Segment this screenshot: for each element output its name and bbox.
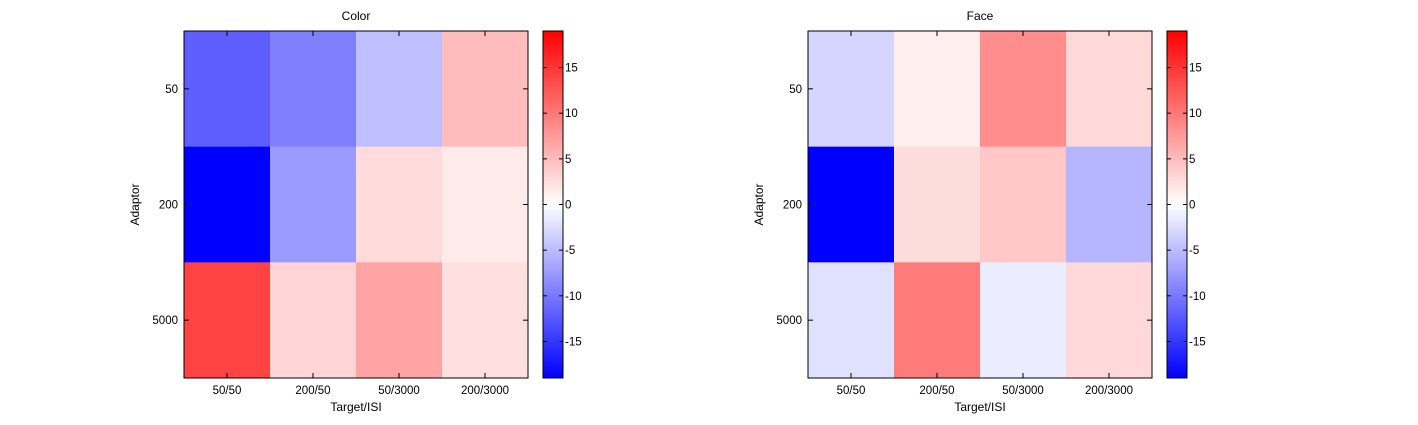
colorbar-tick-label: -5 [1189,245,1199,257]
x-axis-label: Target/ISI [330,400,381,414]
x-tick-label: 200/50 [919,385,954,397]
heatmap-cell [184,262,271,379]
x-tick-label: 50/3000 [378,385,420,397]
colorbar-tick-label: 15 [1189,63,1202,75]
heatmap-cell [1066,262,1153,379]
heatmap-cell [980,146,1067,263]
chart-title: Color [342,9,371,23]
heatmap-panel-1: 50/50 200/50 50/3000 200/3000502005000Color… [128,9,582,414]
x-tick-label: 200/50 [295,385,330,397]
colorbar: 15 10 5 0 -5 -10 -15 [542,30,582,379]
colorbar-tick-label: 5 [565,154,571,166]
heatmap-cell [184,146,271,263]
heatmap-cell [1066,31,1153,148]
heatmap-cell [442,146,529,263]
y-axis-label: Adaptor [128,183,142,225]
chart-title: Face [967,9,994,23]
heatmap-cell [270,262,357,379]
heatmap-cell [184,31,271,148]
x-tick-label: 200/3000 [1085,385,1133,397]
heatmap-cell [270,31,357,148]
x-axis-label: Target/ISI [954,400,1005,414]
x-tick-label: 50/50 [837,385,866,397]
heatmap-cell [1066,146,1153,263]
colorbar-tick-label: 10 [1189,108,1202,120]
heatmap-panel-2: 50/50 200/50 50/3000 200/3000502005000FaceT… [752,9,1206,414]
heatmap-cell [980,31,1067,148]
heatmap-cell [442,31,529,148]
y-tick-label: 50 [789,84,802,96]
x-tick-label: 200/3000 [461,385,509,397]
y-tick-label: 200 [159,200,178,212]
heatmap-cell [356,146,443,263]
colorbar: 15 10 5 0 -5 -10 -15 [1166,30,1206,379]
y-tick-label: 50 [165,84,178,96]
heatmap-cell [980,262,1067,379]
colorbar-tick-label: -15 [565,336,582,348]
heatmap-cell [808,146,895,263]
heatmap-cell [808,262,895,379]
colorbar-tick-label: -15 [1189,336,1206,348]
heatmap-cell [894,31,981,148]
y-tick-label: 5000 [776,315,802,327]
colorbar-tick-label: -10 [565,291,582,303]
colorbar-tick-label: 15 [565,63,578,75]
heatmap-cell [442,262,529,379]
y-tick-label: 5000 [152,315,178,327]
y-axis-label: Adaptor [752,183,766,225]
heatmap-cell [808,31,895,148]
x-tick-label: 50/50 [213,385,242,397]
y-tick-label: 200 [783,200,802,212]
colorbar-tick-label: -5 [565,245,575,257]
heatmap-cell [894,262,981,379]
heatmap-cell [356,262,443,379]
colorbar-tick-label: 0 [565,200,571,212]
heatmap-cell [270,146,357,263]
colorbar-tick-label: 5 [1189,154,1195,166]
heatmap-cell [356,31,443,148]
heatmap-cell [894,146,981,263]
colorbar-tick-label: -10 [1189,291,1206,303]
x-tick-label: 50/3000 [1002,385,1044,397]
colorbar-tick-label: 0 [1189,200,1195,212]
colorbar-tick-label: 10 [565,108,578,120]
